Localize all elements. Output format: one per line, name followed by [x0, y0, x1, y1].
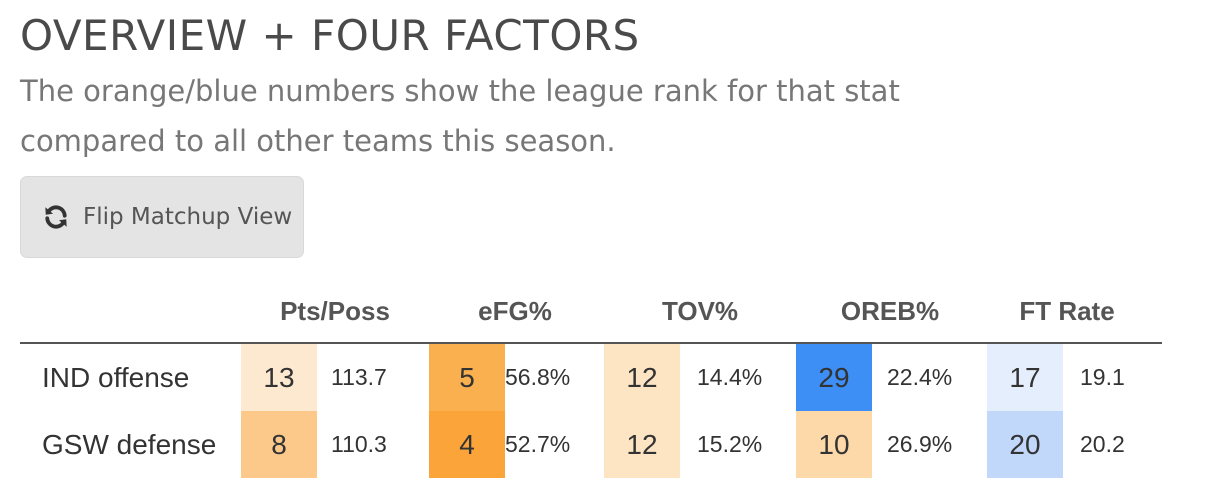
value-cell: 52.7% [505, 431, 571, 457]
rank-cell: 12 [604, 411, 680, 478]
value-cell: 26.9% [887, 431, 953, 457]
rank-cell: 13 [241, 344, 317, 411]
row-label: IND offense [42, 362, 190, 393]
column-header: eFG% [478, 296, 552, 326]
rank-cell: 17 [987, 344, 1063, 411]
page-subtitle: The orange/blue numbers show the league … [20, 74, 900, 158]
value-cell: 19.1 [1080, 364, 1125, 390]
value-cell: 14.4% [697, 364, 763, 390]
refresh-icon [41, 202, 71, 232]
rank-cell: 12 [604, 344, 680, 411]
rank-cell: 5 [429, 344, 505, 411]
flip-matchup-button[interactable]: Flip Matchup View [20, 176, 304, 258]
table-row: IND offense 13 113.7 5 56.8% 12 14.4% 29… [20, 344, 1162, 411]
value-cell: 113.7 [331, 364, 387, 390]
value-cell: 20.2 [1080, 431, 1125, 457]
value-cell: 15.2% [697, 431, 763, 457]
value-cell: 56.8% [505, 364, 571, 390]
flip-matchup-label: Flip Matchup View [83, 204, 293, 230]
value-cell: 110.3 [331, 431, 387, 457]
row-label: GSW defense [42, 429, 217, 460]
column-header: Pts/Poss [280, 296, 390, 326]
page-title: OVERVIEW + FOUR FACTORS [20, 11, 640, 60]
column-header: FT Rate [1019, 296, 1115, 326]
rank-cell: 20 [987, 411, 1063, 478]
table-row: GSW defense 8 110.3 4 52.7% 12 15.2% 10 … [20, 411, 1162, 478]
value-cell: 22.4% [887, 364, 953, 390]
rank-cell: 8 [241, 411, 317, 478]
four-factors-table: Pts/Poss eFG% TOV% OREB% FT Rate IND off… [20, 282, 1162, 478]
column-header: TOV% [661, 296, 739, 326]
column-header: OREB% [840, 296, 940, 326]
rank-cell: 29 [796, 344, 872, 411]
rank-cell: 4 [429, 411, 505, 478]
rank-cell: 10 [796, 411, 872, 478]
table-header: Pts/Poss eFG% TOV% OREB% FT Rate [20, 282, 1162, 344]
